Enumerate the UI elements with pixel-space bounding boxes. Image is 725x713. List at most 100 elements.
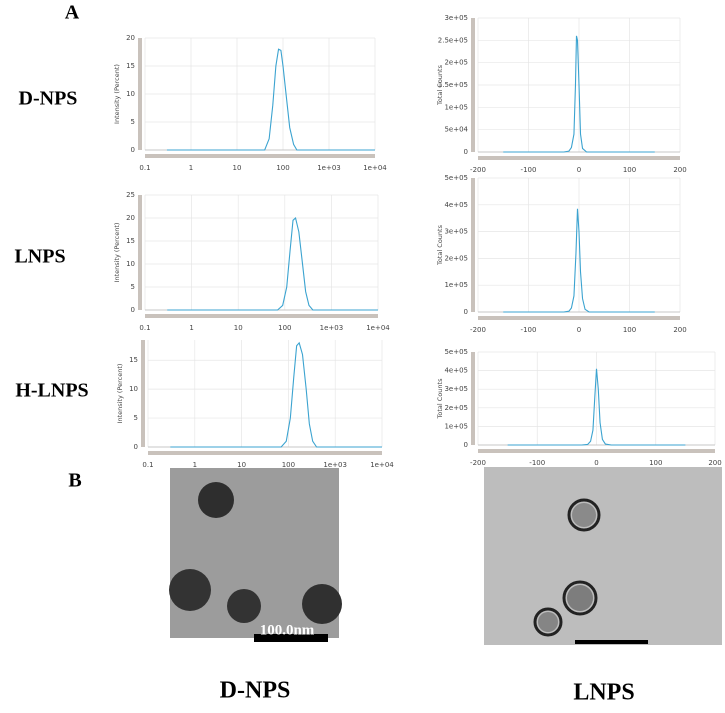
x-tick-label: 0.1 (142, 461, 153, 469)
y-tick-label: 5 (131, 118, 135, 126)
x-tick-label: 0 (594, 459, 598, 467)
y-tick-label: 15 (126, 62, 135, 70)
x-tick-label: 100 (278, 324, 291, 332)
x-tick-label: 100 (623, 326, 636, 334)
row-label: D-NPS (19, 88, 78, 110)
scroll-bar (138, 195, 142, 310)
y-axis-label: Intensity (Percent) (113, 223, 121, 283)
x-tick-label: 10 (233, 164, 242, 172)
x-tick-label: -100 (521, 326, 537, 334)
x-tick-label: 1e+03 (320, 324, 344, 332)
y-tick-label: 1e+05 (444, 281, 468, 289)
x-tick-label: -200 (470, 459, 486, 467)
y-tick-label: 3e+05 (444, 14, 468, 22)
y-tick-label: 1e+05 (444, 103, 468, 111)
x-tick-label: 1e+04 (370, 461, 394, 469)
y-tick-label: 5 (131, 283, 135, 291)
x-tick-label: -200 (470, 166, 486, 174)
y-tick-label: 3e+05 (444, 228, 468, 236)
x-tick-label: 100 (282, 461, 295, 469)
x-tick-label: 0 (577, 166, 581, 174)
y-tick-label: 2.5e+05 (438, 36, 468, 44)
row-label: H-LNPS (15, 380, 88, 402)
scroll-bar (141, 340, 145, 447)
x-tick-label: 0.1 (139, 164, 150, 172)
scroll-bar (471, 352, 475, 445)
x-tick-label: 200 (673, 326, 686, 334)
x-tick-label: 10 (234, 324, 243, 332)
scale-bar (254, 634, 328, 638)
y-tick-label: 15 (126, 237, 135, 245)
y-tick-label: 20 (126, 214, 135, 222)
y-tick-label: 5 (134, 414, 138, 422)
y-axis-label: Total Counts (436, 64, 444, 106)
y-tick-label: 25 (126, 191, 135, 199)
image-caption: D-NPS (220, 678, 291, 704)
scroll-bar (148, 451, 382, 455)
y-tick-label: 0 (131, 306, 135, 314)
data-line (507, 368, 686, 446)
x-tick-label: 100 (276, 164, 289, 172)
panel-label: A (65, 2, 80, 24)
y-tick-label: 2e+05 (444, 254, 468, 262)
y-tick-label: 1e+05 (444, 422, 468, 430)
x-tick-label: -100 (521, 166, 537, 174)
scale-bar (575, 640, 648, 644)
x-tick-label: 10 (237, 461, 246, 469)
y-tick-label: 0 (134, 443, 138, 451)
x-tick-label: 1 (189, 324, 193, 332)
y-tick-label: 5e+05 (444, 174, 468, 182)
tem-image (484, 467, 722, 645)
y-tick-label: 4e+05 (444, 201, 468, 209)
scroll-bar (145, 154, 375, 158)
scroll-bar (478, 449, 715, 453)
y-tick-label: 10 (126, 260, 135, 268)
scroll-bar (478, 316, 680, 320)
x-tick-label: 0 (577, 326, 581, 334)
y-tick-label: 0 (131, 146, 135, 154)
y-tick-label: 20 (126, 34, 135, 42)
y-axis-label: Total Counts (436, 378, 444, 420)
x-tick-label: 1 (193, 461, 197, 469)
scale-label: 100.0nm (260, 622, 315, 638)
y-tick-label: 10 (126, 90, 135, 98)
panel-label: B (68, 470, 81, 492)
x-tick-label: -200 (470, 326, 486, 334)
y-tick-label: 0 (464, 308, 468, 316)
data-line (503, 35, 655, 153)
y-axis-label: Total Counts (436, 224, 444, 266)
scroll-bar (478, 156, 680, 160)
scroll-bar (471, 18, 475, 152)
x-tick-label: -100 (529, 459, 545, 467)
x-tick-label: 1e+04 (363, 164, 387, 172)
y-tick-label: 1.5e+05 (438, 81, 468, 89)
tem-image (169, 468, 342, 642)
x-tick-label: 1 (189, 164, 193, 172)
x-tick-label: 200 (673, 166, 686, 174)
data-line (166, 48, 375, 151)
scale-label: 200.0nm (583, 652, 638, 668)
y-tick-label: 3e+05 (444, 385, 468, 393)
scroll-bar (471, 178, 475, 312)
x-tick-label: 0.1 (139, 324, 150, 332)
image-caption: LNPS (573, 680, 634, 706)
data-line (503, 208, 655, 313)
x-tick-label: 1e+04 (366, 324, 390, 332)
y-tick-label: 15 (129, 356, 138, 364)
y-tick-label: 5e+05 (444, 348, 468, 356)
x-tick-label: 200 (708, 459, 721, 467)
x-tick-label: 100 (623, 166, 636, 174)
x-tick-label: 1e+03 (317, 164, 341, 172)
y-axis-label: Intensity (Percent) (116, 364, 124, 424)
data-line (170, 341, 382, 448)
y-tick-label: 0 (464, 148, 468, 156)
y-tick-label: 4e+05 (444, 367, 468, 375)
row-label: LNPS (14, 246, 65, 268)
x-tick-label: 100 (649, 459, 662, 467)
y-axis-label: Intensity (Percent) (113, 64, 121, 124)
data-line (167, 216, 378, 311)
scroll-bar (145, 314, 378, 318)
scroll-bar (138, 38, 142, 150)
y-tick-label: 10 (129, 385, 138, 393)
